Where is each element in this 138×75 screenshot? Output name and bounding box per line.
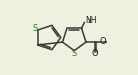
Text: S: S: [72, 49, 77, 58]
Text: O: O: [91, 49, 98, 58]
Text: S: S: [33, 24, 38, 33]
Text: 2: 2: [88, 19, 92, 24]
Text: O: O: [99, 37, 106, 46]
Text: NH: NH: [85, 16, 96, 25]
